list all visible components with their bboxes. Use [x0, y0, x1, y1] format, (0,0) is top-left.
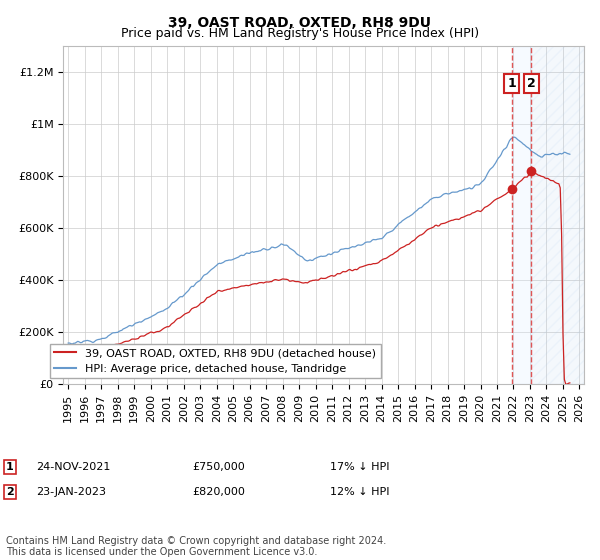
Text: £820,000: £820,000 — [192, 487, 245, 497]
Text: 23-JAN-2023: 23-JAN-2023 — [36, 487, 106, 497]
Text: 24-NOV-2021: 24-NOV-2021 — [36, 462, 110, 472]
Text: £750,000: £750,000 — [192, 462, 245, 472]
Bar — [531, 46, 584, 384]
Text: 12% ↓ HPI: 12% ↓ HPI — [330, 487, 389, 497]
Text: 2: 2 — [6, 487, 14, 497]
Legend: 39, OAST ROAD, OXTED, RH8 9DU (detached house), HPI: Average price, detached hou: 39, OAST ROAD, OXTED, RH8 9DU (detached … — [50, 344, 381, 378]
Text: 2: 2 — [527, 77, 536, 90]
Text: 1: 1 — [508, 77, 516, 90]
Text: 39, OAST ROAD, OXTED, RH8 9DU: 39, OAST ROAD, OXTED, RH8 9DU — [169, 16, 431, 30]
Text: Contains HM Land Registry data © Crown copyright and database right 2024.
This d: Contains HM Land Registry data © Crown c… — [6, 535, 386, 557]
Text: Price paid vs. HM Land Registry's House Price Index (HPI): Price paid vs. HM Land Registry's House … — [121, 27, 479, 40]
Text: 1: 1 — [6, 462, 14, 472]
Text: 17% ↓ HPI: 17% ↓ HPI — [330, 462, 389, 472]
Bar — [512, 46, 531, 384]
